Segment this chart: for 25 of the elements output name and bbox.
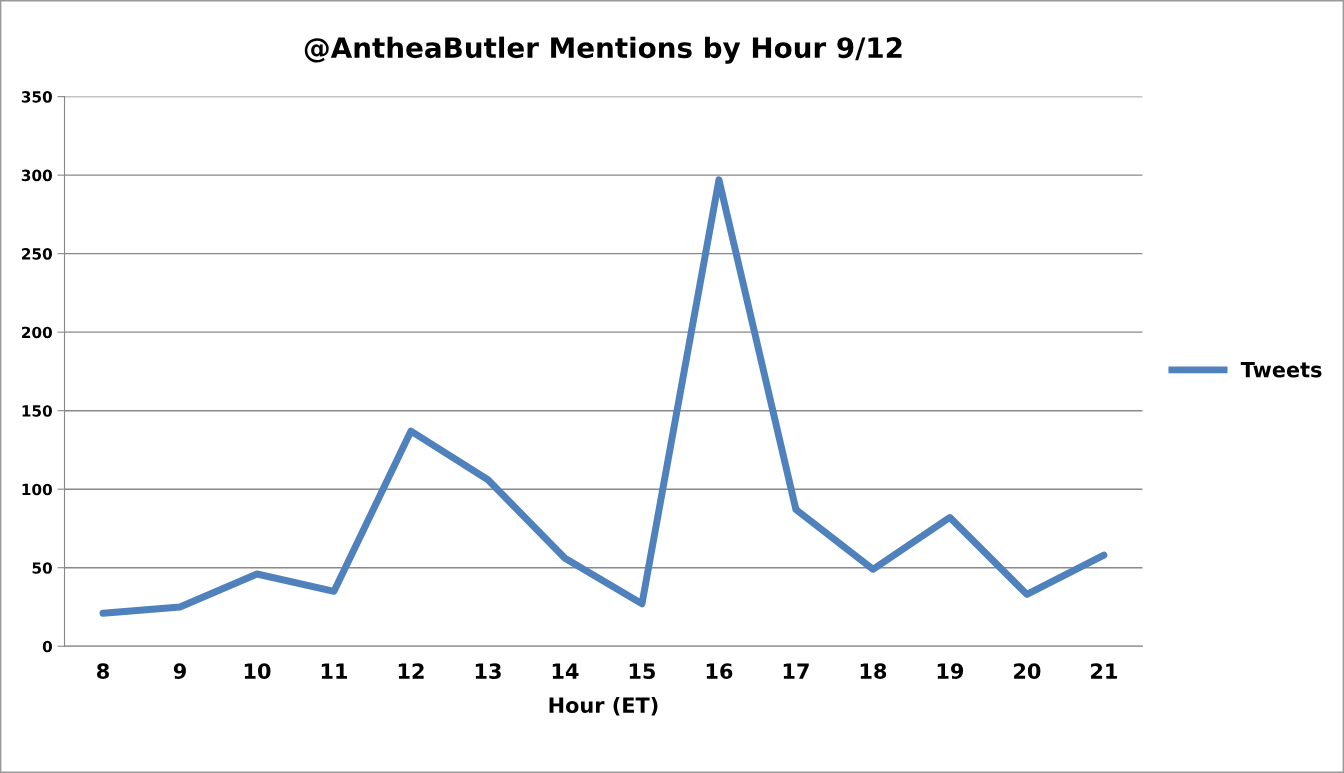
x-tick-label: 21 bbox=[1091, 663, 1117, 679]
chart-title: @AntheaButler Mentions by Hour 9/12 bbox=[304, 36, 902, 64]
x-tick-label: 14 bbox=[552, 663, 579, 679]
y-tick-label: 200 bbox=[22, 326, 52, 339]
x-tick-label: 12 bbox=[398, 663, 424, 679]
x-tick-label: 18 bbox=[860, 663, 887, 680]
x-tick-label: 13 bbox=[475, 663, 501, 680]
x-tick-label: 16 bbox=[706, 663, 733, 680]
y-tick-label: 350 bbox=[21, 91, 52, 103]
x-tick-label: 8 bbox=[97, 663, 109, 680]
x-axis-title: Hour (ET) bbox=[549, 696, 658, 716]
x-tick-label: 20 bbox=[1014, 663, 1041, 680]
y-tick-label: 100 bbox=[22, 483, 52, 496]
x-tick-label: 15 bbox=[629, 663, 655, 680]
legend-label: Tweets bbox=[1240, 361, 1322, 378]
y-tick-label: 250 bbox=[22, 248, 52, 260]
x-tick-label: 9 bbox=[173, 663, 186, 680]
y-tick-label: 300 bbox=[21, 169, 52, 182]
y-tick-label: 150 bbox=[22, 405, 52, 417]
y-tick-label: 50 bbox=[32, 562, 52, 574]
x-tick-label: 11 bbox=[321, 663, 348, 679]
x-tick-label: 10 bbox=[244, 663, 271, 680]
x-tick-label: 17 bbox=[783, 663, 809, 679]
x-tick-label: 19 bbox=[937, 663, 964, 680]
y-tick-label: 0 bbox=[42, 640, 52, 653]
